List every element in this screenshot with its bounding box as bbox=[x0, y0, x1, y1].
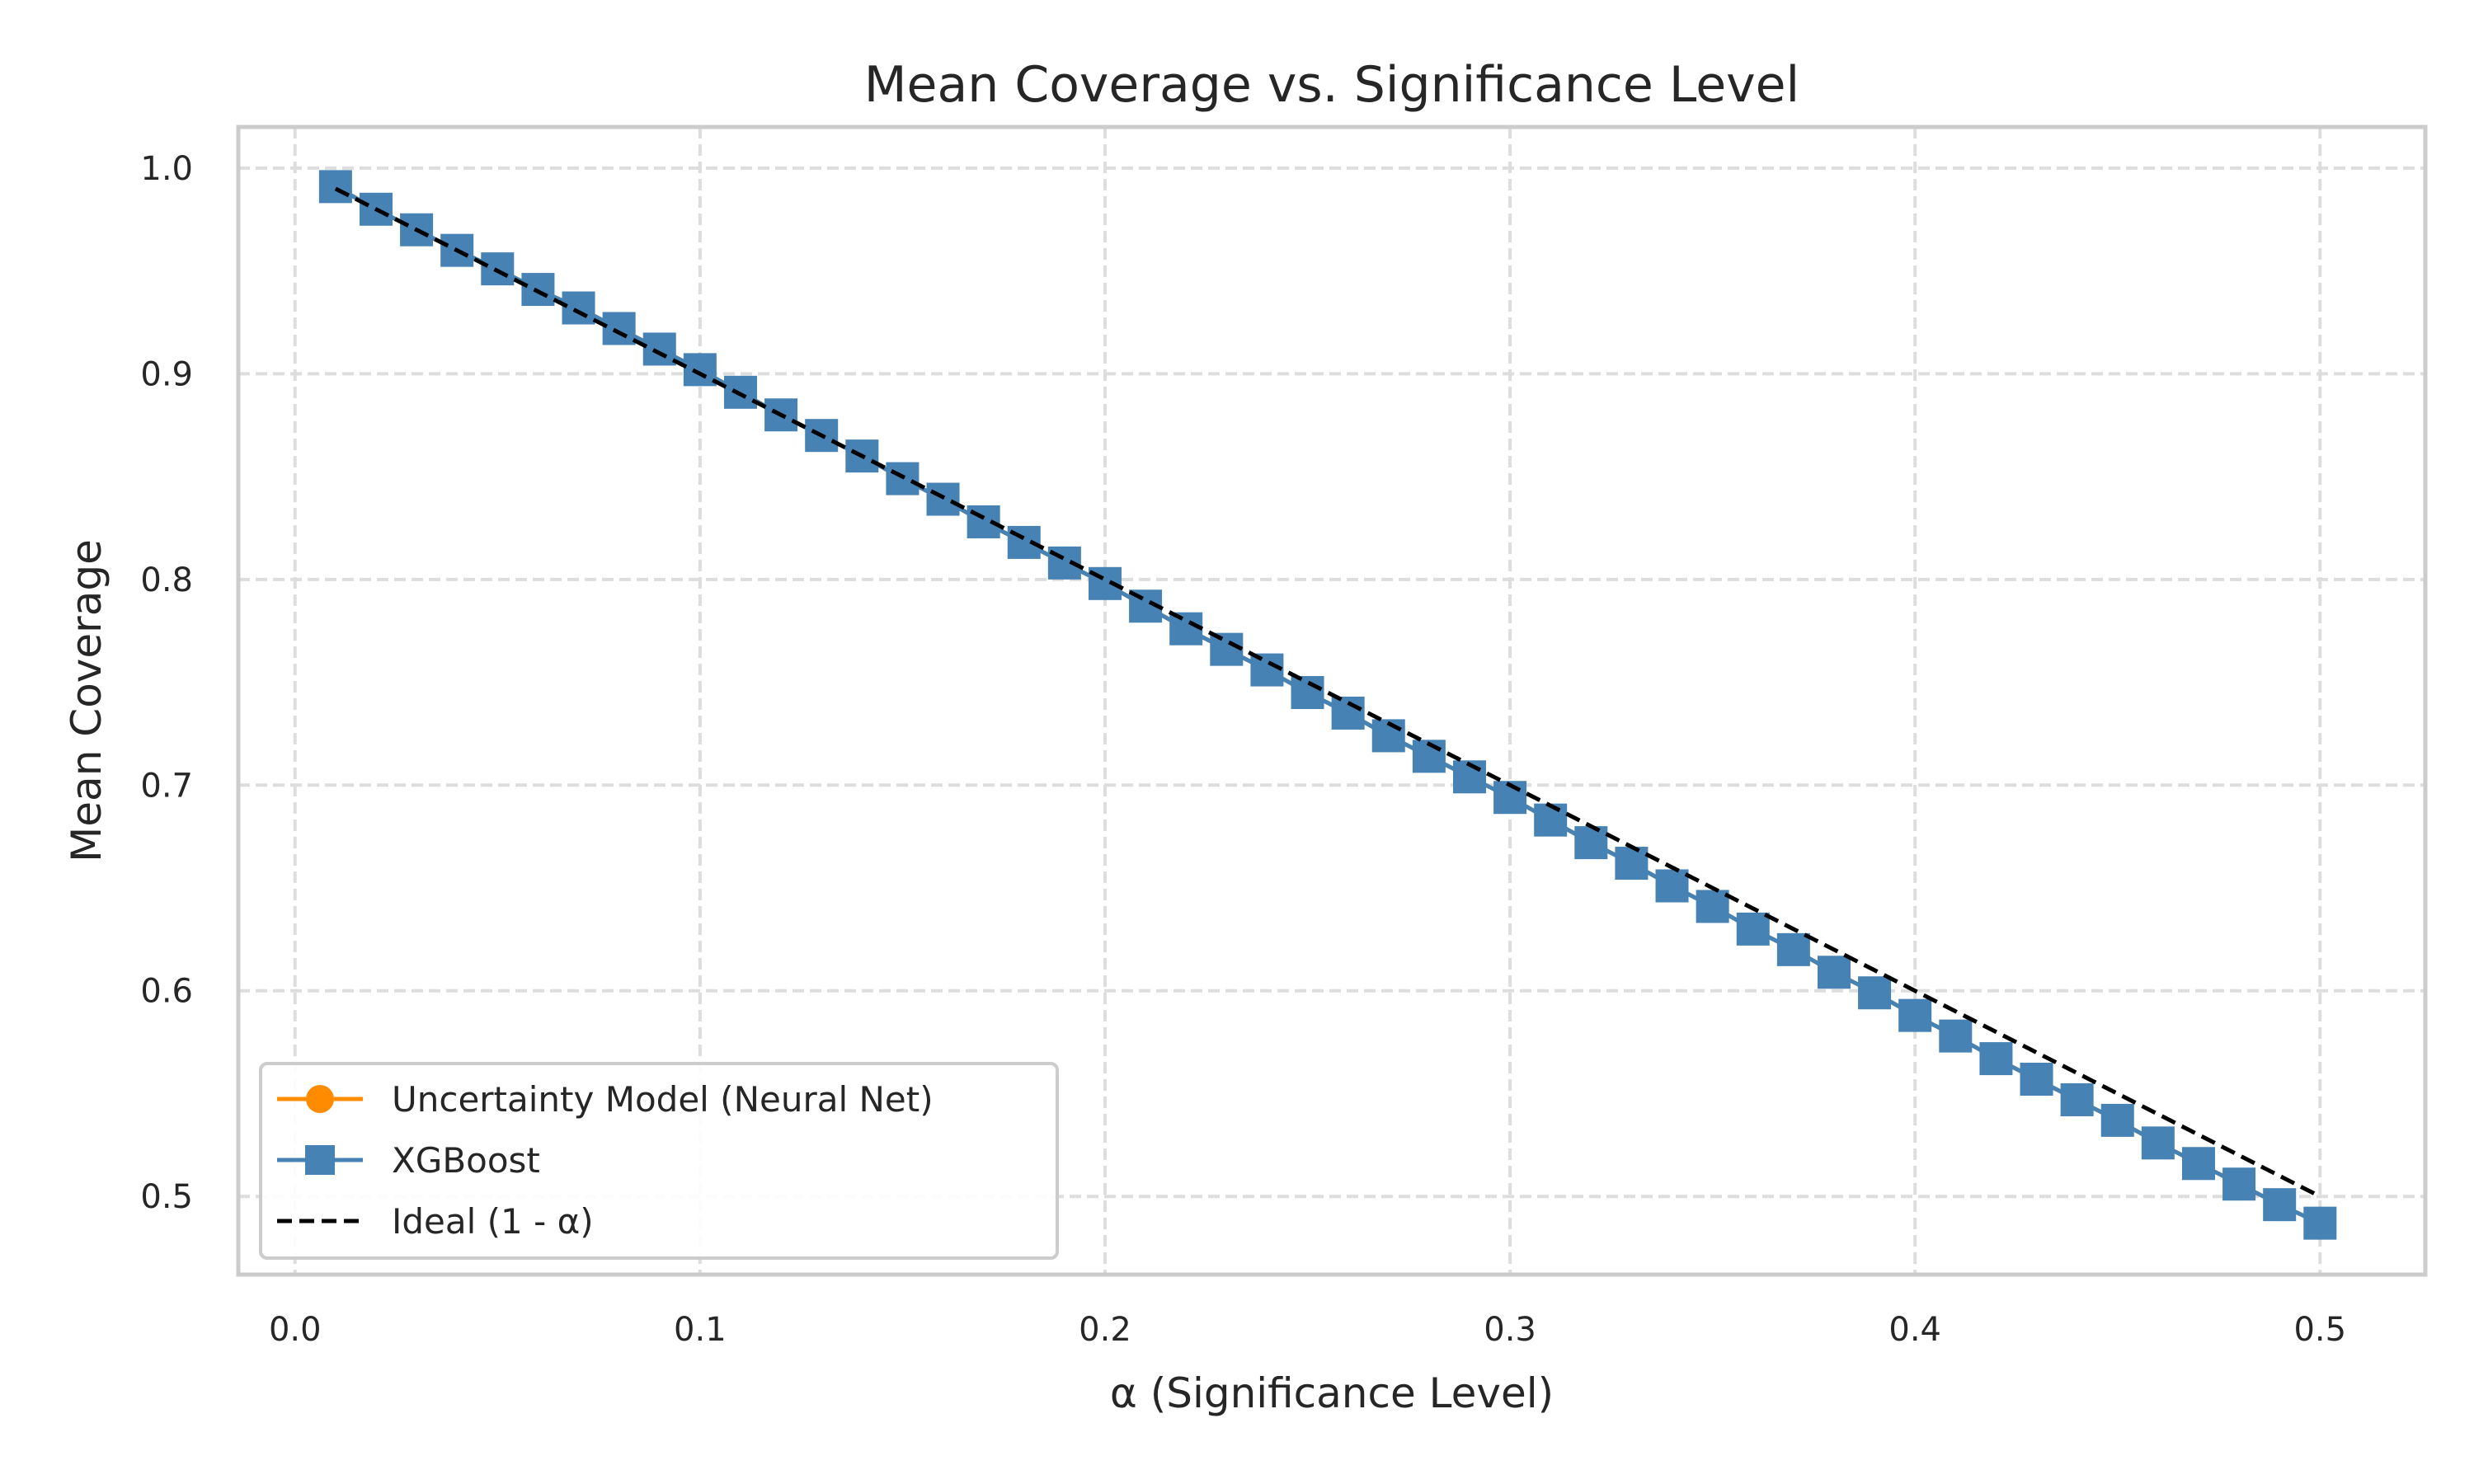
y-tick-label: 0.8 bbox=[140, 561, 193, 599]
x-tick-label: 0.4 bbox=[1888, 1311, 1941, 1349]
y-tick-label: 0.7 bbox=[140, 767, 193, 805]
data-point-1 bbox=[2263, 1188, 2297, 1222]
legend-marker-neural-net bbox=[306, 1085, 334, 1113]
legend-entry-ideal: Ideal (1 - α) bbox=[277, 1201, 594, 1242]
data-point-1 bbox=[1696, 890, 1729, 923]
data-point-1 bbox=[318, 170, 352, 204]
legend-entry-neural-net: Uncertainty Model (Neural Net) bbox=[277, 1079, 934, 1120]
x-tick-label: 0.0 bbox=[269, 1311, 322, 1349]
y-tick-label: 0.6 bbox=[140, 973, 193, 1011]
data-point-1 bbox=[1615, 847, 1649, 881]
y-axis-title: Mean Coverage bbox=[63, 539, 111, 862]
grid-lines bbox=[238, 127, 2425, 1275]
data-point-1 bbox=[1858, 976, 1892, 1010]
x-tick-labels: 0.0 0.1 0.2 0.3 0.4 0.5 bbox=[269, 1311, 2346, 1349]
legend-entry-xgboost: XGBoost bbox=[277, 1140, 540, 1181]
plot-frame bbox=[236, 124, 2428, 1277]
legend-label-ideal: Ideal (1 - α) bbox=[392, 1201, 594, 1242]
data-point-1 bbox=[683, 353, 717, 387]
x-tick-label: 0.5 bbox=[2293, 1311, 2346, 1349]
data-point-1 bbox=[1736, 912, 1770, 946]
data-point-1 bbox=[1979, 1042, 2013, 1076]
data-point-1 bbox=[1939, 1019, 1973, 1053]
y-tick-label: 0.9 bbox=[140, 355, 193, 393]
data-point-1 bbox=[2100, 1103, 2134, 1137]
data-point-1 bbox=[1169, 612, 1203, 646]
data-point-1 bbox=[602, 312, 636, 345]
legend-marker-xgboost bbox=[305, 1145, 335, 1175]
ideal-line bbox=[334, 186, 2321, 1199]
data-point-1 bbox=[2020, 1063, 2053, 1097]
legend: Uncertainty Model (Neural Net) XGBoost I… bbox=[259, 1062, 1059, 1260]
data-point-1 bbox=[562, 291, 595, 325]
data-point-1 bbox=[2060, 1082, 2094, 1116]
data-point-1 bbox=[1776, 932, 1810, 966]
data-point-1 bbox=[2141, 1126, 2175, 1160]
y-tick-label: 1.0 bbox=[140, 150, 193, 188]
legend-box bbox=[259, 1062, 1059, 1260]
data-point-1 bbox=[1574, 826, 1608, 860]
data-point-1 bbox=[1210, 632, 1244, 666]
y-tick-labels: 0.5 0.6 0.7 0.8 0.9 1.0 bbox=[140, 150, 193, 1216]
x-tick-label: 0.1 bbox=[674, 1311, 727, 1349]
data-point-1 bbox=[1331, 696, 1365, 730]
x-tick-label: 0.3 bbox=[1484, 1311, 1536, 1349]
data-point-1 bbox=[2303, 1206, 2337, 1240]
x-tick-label: 0.2 bbox=[1079, 1311, 1131, 1349]
data-point-1 bbox=[642, 332, 676, 366]
data-point-1 bbox=[1250, 653, 1284, 687]
data-point-1 bbox=[1534, 803, 1568, 837]
data-point-1 bbox=[1291, 676, 1324, 710]
data-point-1 bbox=[1817, 956, 1851, 989]
data-point-1 bbox=[1898, 998, 1932, 1032]
x-axis-title: α (Significance Level) bbox=[1110, 1369, 1554, 1417]
chart-title: Mean Coverage vs. Significance Level bbox=[864, 56, 1799, 114]
data-point-1 bbox=[2222, 1167, 2256, 1201]
y-tick-label: 0.5 bbox=[140, 1178, 193, 1216]
data-point-1 bbox=[1655, 869, 1689, 903]
legend-label-neural-net: Uncertainty Model (Neural Net) bbox=[392, 1079, 934, 1120]
series-layer bbox=[318, 170, 2337, 1240]
data-point-1 bbox=[2181, 1147, 2215, 1181]
legend-label-xgboost: XGBoost bbox=[392, 1140, 540, 1181]
